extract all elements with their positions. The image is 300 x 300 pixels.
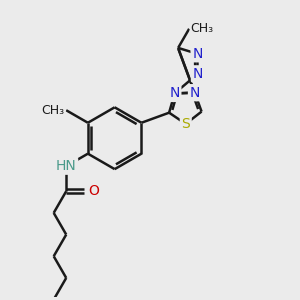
Text: CH₃: CH₃: [190, 22, 214, 35]
Text: S: S: [182, 117, 190, 131]
Text: N: N: [169, 86, 180, 100]
Text: O: O: [88, 184, 99, 198]
Text: N: N: [193, 67, 203, 81]
Text: HN: HN: [56, 159, 76, 173]
Text: N: N: [190, 86, 200, 100]
Text: CH₃: CH₃: [42, 104, 65, 117]
Text: N: N: [192, 47, 202, 61]
